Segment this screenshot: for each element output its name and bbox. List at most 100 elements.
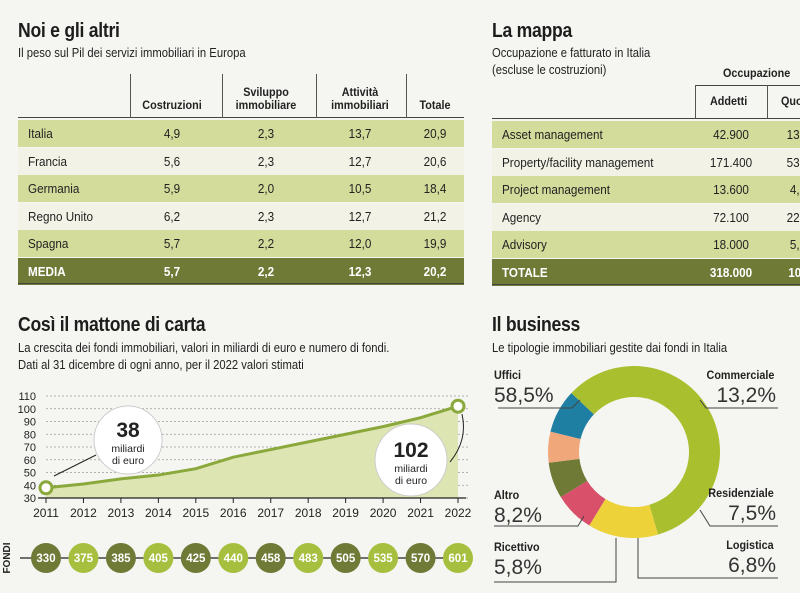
business-donut-chart: Uffici 58,5% Commerciale 13,2% Residenziale 7… [488, 360, 800, 593]
mappa-subtitle-line2: (escluse le costruzioni) [492, 63, 607, 77]
row-label: Asset management [502, 127, 603, 142]
donut-label-altro: Altro [494, 488, 520, 502]
col-header-sviluppo: Sviluppo immobiliare [235, 85, 297, 112]
fund-count-circle [293, 543, 324, 573]
y-tick-label: 40 [24, 480, 36, 492]
area-series-fill [46, 406, 458, 498]
table-cell: 5,6 [163, 153, 181, 169]
donut-pct-commerciale: 13,2% [716, 384, 776, 407]
x-tick-label: 2017 [257, 506, 284, 520]
x-tick-label: 2018 [295, 506, 322, 520]
mappa-subtitle-line1: Occupazione e fatturato in Italia [492, 46, 651, 60]
y-tick-label: 60 [24, 455, 36, 467]
fondi-side-label: FONDI [2, 542, 13, 573]
callout-unit: miliardi [111, 443, 144, 455]
callout-arrow [53, 454, 97, 477]
data-point [38, 480, 54, 496]
fund-count-circle [31, 543, 61, 573]
table-cell: 10,5 [348, 181, 372, 196]
fund-count-label: 535 [373, 553, 393, 565]
leader-line [699, 399, 778, 409]
x-tick-label: 2014 [145, 506, 172, 520]
table-cell: 2,2 [257, 263, 275, 279]
fund-count-label: 425 [186, 553, 206, 565]
table-cell: 5,9 [163, 181, 181, 196]
table-row: Francia 5,6 2,3 12,7 20,6 [18, 147, 464, 175]
row-label: MEDIA [28, 263, 66, 279]
y-tick-label: 50 [24, 468, 36, 480]
fund-count-label: 405 [149, 553, 169, 565]
table-cell-quota: 4,3 [789, 182, 800, 197]
table-cell: 21,2 [423, 208, 447, 224]
row-label: Property/facility management [502, 154, 654, 170]
x-tick-label: 2020 [370, 506, 397, 520]
donut-label-ricettivo: Ricettivo [494, 540, 540, 554]
col-header-quota: Quota [781, 94, 800, 108]
fund-count-label: 601 [448, 553, 468, 565]
area-series-line [45, 404, 459, 490]
table-row: Project management 13.600 4,3 [492, 176, 800, 203]
table-row: Property/facility management 171.400 53,9 [492, 148, 800, 176]
row-label: Agency [502, 209, 542, 225]
row-label: Project management [502, 182, 610, 197]
table-row: Asset management 42.900 13,5 [492, 121, 800, 148]
table-cell: 4,9 [163, 126, 181, 141]
table-cell: 5,7 [163, 263, 181, 279]
table-cell: 20,9 [423, 126, 447, 141]
fund-count-circle [405, 543, 436, 573]
fund-count-label: 385 [111, 553, 131, 565]
table-row: Regno Unito 6,2 2,3 12,7 21,2 [18, 202, 464, 230]
col-header-costruzioni: Costruzioni [142, 98, 202, 112]
row-label: Regno Unito [28, 208, 94, 224]
table-cell-quota: 53,9 [786, 154, 800, 170]
table-cell: 20,6 [423, 153, 447, 169]
table-cell: 6,2 [163, 208, 181, 224]
y-tick-label: 80 [24, 429, 36, 441]
leader-line [498, 399, 581, 409]
fund-count-circle [180, 543, 211, 573]
table-row: Agency 72.100 22,7 [492, 203, 800, 231]
donut-pct-ricettivo: 5,8% [494, 556, 542, 579]
col-header-totale: Totale [419, 98, 451, 112]
callout-arrow [449, 413, 464, 463]
fund-count-label: 458 [261, 553, 281, 565]
table-cell-addetti: 13.600 [713, 182, 749, 197]
leader-line [637, 538, 778, 579]
table-cell-quota: 13,5 [786, 127, 800, 142]
table-cell-quota: 5,7 [789, 237, 800, 252]
table-cell: 12,0 [348, 236, 372, 251]
callout-value: 102 [393, 439, 428, 462]
callout-unit: miliardi [394, 463, 427, 475]
row-label: TOTALE [502, 264, 548, 280]
y-tick-label: 90 [24, 417, 36, 429]
y-tick-label: 110 [18, 391, 36, 403]
mappa-total-row: TOTALE 318.000 100 [492, 258, 800, 286]
business-subtitle: Le tipologie immobiliari gestite dai fon… [492, 341, 728, 355]
table-cell-addetti: 42.900 [713, 127, 749, 142]
fund-count-label: 505 [336, 553, 356, 565]
table-cell: 12,7 [348, 208, 372, 224]
y-tick-label: 70 [24, 442, 36, 454]
europe-title: Noi e gli altri [18, 20, 120, 42]
fondi-subtitle-line2: Dati al 31 dicembre di ogni anno, per il… [18, 358, 304, 372]
leader-line [494, 515, 585, 527]
fund-count-circle [330, 543, 361, 573]
table-row: Spagna 5,7 2,2 12,0 19,9 [18, 230, 464, 257]
callout-unit: di euro [112, 455, 144, 467]
row-label: Spagna [28, 236, 69, 251]
y-tick-label: 100 [18, 404, 36, 416]
table-cell: 20,2 [423, 263, 447, 279]
y-tick-label: 30 [24, 493, 36, 505]
donut-slice-logistica [548, 458, 588, 498]
callout-value: 38 [116, 419, 140, 442]
table-cell-addetti: 318.000 [709, 264, 753, 280]
table-cell-addetti: 171.400 [709, 154, 753, 170]
donut-slice-altro [550, 393, 594, 439]
fund-count-label: 570 [411, 553, 430, 565]
table-cell-addetti: 18.000 [713, 237, 749, 252]
table-row: Germania 5,9 2,0 10,5 18,4 [18, 175, 464, 202]
fund-count-circle [218, 543, 249, 573]
fund-count-circle [143, 543, 174, 573]
x-tick-label: 2021 [407, 506, 434, 520]
table-cell: 2,3 [257, 208, 275, 224]
